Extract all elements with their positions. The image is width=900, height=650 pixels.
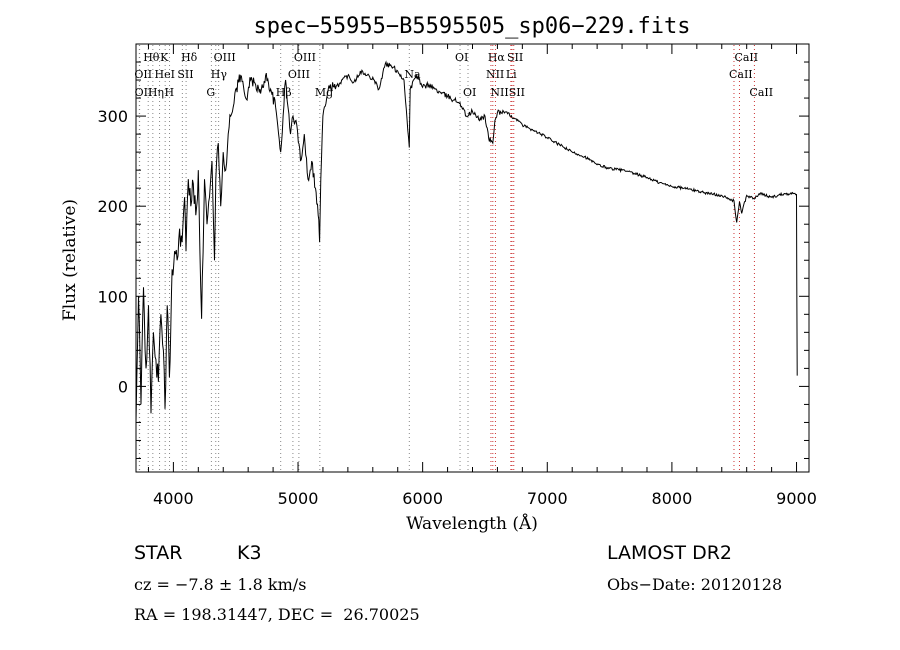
coordinates: RA = 198.31447, DEC = 26.70025 xyxy=(134,605,420,624)
line-mark-label: OIII xyxy=(294,51,316,64)
y-axis-label: Flux (relative) xyxy=(60,199,80,321)
x-tick-label: 9000 xyxy=(776,489,817,508)
plot-frame xyxy=(135,43,810,473)
x-tick-label: 8000 xyxy=(652,489,693,508)
line-mark-label: OI xyxy=(455,51,468,64)
redshift-velocity: cz = −7.8 ± 1.8 km/s xyxy=(134,575,307,594)
x-tick-label: 7000 xyxy=(527,489,568,508)
line-mark-label: OII xyxy=(135,86,153,99)
chart-title: spec−55955−B5595505_sp06−229.fits xyxy=(253,14,690,39)
line-mark-label: SII xyxy=(507,51,523,64)
line-mark-label: SII xyxy=(509,86,525,99)
line-mark-label: OIII xyxy=(288,68,310,81)
line-mark-label: Hδ xyxy=(181,51,198,64)
line-mark-label: NII xyxy=(490,86,508,99)
line-mark-label: G xyxy=(206,86,215,99)
observation-date: Obs−Date: 20120128 xyxy=(607,575,783,594)
line-mark-label: CaII xyxy=(749,86,773,99)
line-mark-label: Hη xyxy=(148,86,164,99)
line-mark-label: Hθ xyxy=(143,51,160,64)
x-axis-label: Wavelength (Å) xyxy=(406,513,538,534)
y-tick-label: 200 xyxy=(97,197,128,216)
line-mark-label: OII xyxy=(134,68,152,81)
line-mark-label: Hα xyxy=(488,51,506,64)
x-tick-label: 6000 xyxy=(402,489,443,508)
object-class: STAR xyxy=(134,542,183,564)
line-mark-label: CaII xyxy=(729,68,753,81)
y-tick-label: 300 xyxy=(97,107,128,126)
survey-name: LAMOST DR2 xyxy=(607,542,732,564)
y-axis-ticks: 0 100 200 300 xyxy=(97,61,809,459)
y-tick-label: 0 xyxy=(118,377,128,396)
x-tick-label: 5000 xyxy=(278,489,319,508)
line-mark-label: SII xyxy=(177,68,193,81)
spectrum-series xyxy=(135,60,798,423)
line-mark-label: Hβ xyxy=(276,86,292,99)
line-mark-label: Li xyxy=(506,68,517,81)
line-mark-label: HeI xyxy=(155,68,175,81)
line-mark-label: OI xyxy=(463,86,476,99)
x-axis-ticks: 4000 5000 6000 7000 8000 9000 xyxy=(147,44,817,508)
y-tick-label: 100 xyxy=(97,287,128,306)
line-mark-label: CaII xyxy=(734,51,758,64)
x-tick-label: 4000 xyxy=(153,489,194,508)
line-mark-label: NII xyxy=(486,68,504,81)
object-subclass: K3 xyxy=(237,542,262,564)
line-mark-label: OIII xyxy=(214,51,236,64)
line-mark-label: Hγ xyxy=(211,68,228,81)
line-mark-label: H xyxy=(165,86,175,99)
spectrum-line xyxy=(135,60,798,423)
line-mark-label: K xyxy=(160,51,169,64)
